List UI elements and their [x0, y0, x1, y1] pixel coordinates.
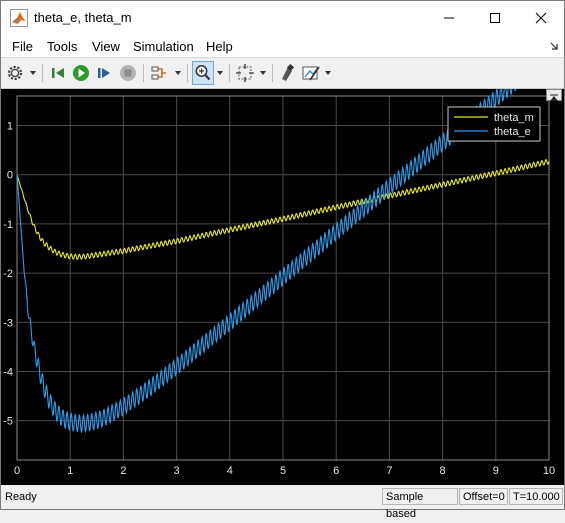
- step-back-icon: [52, 68, 64, 78]
- x-tick-label: 2: [120, 465, 126, 477]
- undock-axes-button[interactable]: [546, 89, 562, 101]
- x-tick-label: 10: [543, 465, 555, 477]
- axes-frame: [16, 95, 550, 461]
- configuration-button[interactable]: [6, 61, 24, 85]
- style-dropdown[interactable]: [325, 71, 331, 75]
- minimize-icon: [444, 17, 454, 19]
- stop-button[interactable]: [118, 61, 138, 85]
- status-bar: Ready Sample based Offset=0 T=10.000: [1, 486, 564, 520]
- x-tick-label: 7: [386, 465, 392, 477]
- legend-label: theta_m: [494, 112, 534, 124]
- zoom-dropdown[interactable]: [217, 71, 223, 75]
- toolbar-separator: [272, 64, 273, 82]
- minimize-button[interactable]: [426, 1, 472, 35]
- x-tick-label: 1: [67, 465, 73, 477]
- x-tick-label: 6: [333, 465, 339, 477]
- legend-box: [447, 106, 541, 142]
- menu-view[interactable]: View: [92, 39, 120, 54]
- style-button[interactable]: [300, 61, 322, 85]
- close-button[interactable]: [518, 1, 564, 35]
- highlight-button[interactable]: [278, 61, 298, 85]
- y-tick-label: 0: [7, 170, 13, 182]
- legend-label: theta_e: [494, 126, 531, 138]
- run-icon: [73, 65, 89, 81]
- signal-select-icon: [151, 66, 166, 80]
- dock-arrow-icon[interactable]: [550, 42, 558, 50]
- fit-to-view-icon: [236, 64, 254, 82]
- x-tick-label: 4: [227, 465, 233, 477]
- toolbar: [1, 58, 564, 89]
- x-tick-label: 0: [14, 465, 20, 477]
- stop-icon: [120, 65, 136, 81]
- step-forward-button[interactable]: [95, 61, 113, 85]
- x-tick-label: 3: [174, 465, 180, 477]
- status-time: T=10.000: [509, 488, 563, 505]
- menu-bar: File Tools View Simulation Help: [1, 35, 564, 58]
- fit-to-view-button[interactable]: [235, 61, 255, 85]
- y-tick-label: -3: [3, 317, 13, 329]
- series-line-theta_m: [16, 158, 550, 260]
- status-sample-mode: Sample based: [382, 488, 458, 520]
- toolbar-separator: [229, 64, 230, 82]
- y-tick-label: -1: [3, 219, 13, 231]
- window-title: theta_e, theta_m: [34, 10, 132, 25]
- menu-simulation[interactable]: Simulation: [133, 39, 194, 54]
- status-offset: Offset=0: [459, 488, 508, 505]
- matlab-logo-icon: [10, 9, 28, 27]
- x-tick-label: 9: [493, 465, 499, 477]
- signal-select-dropdown[interactable]: [175, 71, 181, 75]
- step-back-button[interactable]: [49, 61, 67, 85]
- menu-help[interactable]: Help: [206, 39, 233, 54]
- status-ready: Ready: [5, 491, 37, 503]
- arrow-up-icon: [550, 94, 558, 101]
- y-tick-label: -2: [3, 268, 13, 280]
- configuration-dropdown[interactable]: [30, 71, 36, 75]
- close-icon: [535, 12, 547, 24]
- maximize-button[interactable]: [472, 1, 518, 35]
- style-icon: [302, 66, 320, 81]
- run-button[interactable]: [71, 61, 91, 85]
- toolbar-separator: [42, 64, 43, 82]
- toolbar-separator: [187, 64, 188, 82]
- x-tick-label: 5: [280, 465, 286, 477]
- gear-icon: [7, 65, 23, 81]
- title-bar: theta_e, theta_m: [1, 1, 564, 35]
- maximize-icon: [490, 13, 500, 23]
- y-tick-label: 1: [7, 121, 13, 133]
- menu-file[interactable]: File: [12, 39, 33, 54]
- zoom-button[interactable]: [192, 61, 214, 85]
- zoom-icon: [195, 65, 211, 81]
- signal-select-button[interactable]: [150, 61, 170, 85]
- y-tick-label: -5: [3, 416, 13, 428]
- fit-to-view-dropdown[interactable]: [260, 71, 266, 75]
- x-tick-label: 8: [440, 465, 446, 477]
- toolbar-separator: [143, 64, 144, 82]
- highlight-icon: [282, 63, 295, 81]
- step-forward-icon: [98, 68, 110, 78]
- plot-area[interactable]: 0 1 2 3 4 5 6 7 8 9 10 1 0 -1 -2 -3 -4 -5 theta_m theta_e: [1, 46, 564, 485]
- y-tick-label: -4: [3, 366, 13, 378]
- menu-tools[interactable]: Tools: [47, 39, 78, 54]
